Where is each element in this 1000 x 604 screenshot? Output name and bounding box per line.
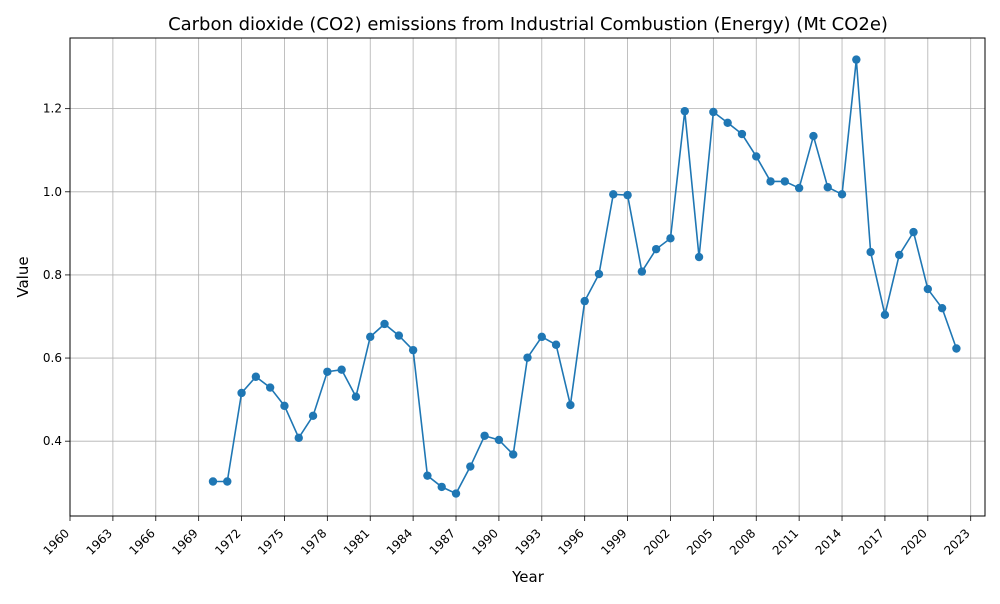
y-tick-label: 0.8 — [43, 268, 62, 282]
data-point — [265, 383, 275, 392]
data-point — [451, 489, 461, 498]
data-point — [509, 450, 518, 459]
x-tick-label: 1987 — [427, 526, 458, 557]
data-point — [637, 267, 647, 276]
data-point — [766, 177, 775, 186]
x-tick-label: 2023 — [941, 526, 972, 557]
data-point — [752, 152, 761, 161]
x-tick-label: 2017 — [856, 526, 887, 557]
data-point — [237, 388, 246, 398]
x-tick-label: 1966 — [126, 526, 157, 557]
data-point — [680, 106, 689, 116]
data-point — [709, 107, 718, 117]
data-point — [494, 435, 504, 445]
data-point — [566, 400, 575, 410]
x-tick-label: 2008 — [727, 526, 758, 557]
data-point — [780, 177, 790, 186]
x-tick-label: 2011 — [770, 526, 801, 557]
data-point — [794, 183, 804, 193]
data-point — [308, 411, 318, 421]
chart-title: Carbon dioxide (CO2) emissions from Indu… — [168, 14, 888, 35]
data-point — [351, 392, 361, 401]
data-point — [323, 367, 332, 376]
data-series — [208, 55, 961, 498]
x-tick-label: 1981 — [341, 526, 372, 557]
x-tick-label: 1975 — [255, 526, 286, 557]
data-point — [394, 331, 404, 340]
x-tick-label: 2002 — [641, 526, 672, 557]
x-tick-label: 1984 — [384, 526, 415, 557]
data-point — [208, 477, 218, 486]
data-point — [337, 365, 346, 374]
y-axis-label: Value — [14, 256, 32, 297]
data-point — [609, 190, 618, 199]
data-point — [408, 345, 418, 355]
x-tick-label: 2020 — [898, 526, 929, 557]
data-point — [866, 247, 875, 257]
x-tick-label: 1960 — [41, 526, 72, 557]
data-point — [537, 332, 546, 342]
data-point — [551, 340, 561, 349]
data-point — [895, 250, 904, 260]
data-point — [594, 269, 604, 279]
data-point — [423, 471, 432, 480]
x-tick-label: 1972 — [212, 526, 243, 557]
data-point — [294, 433, 303, 443]
grid-lines — [69, 38, 985, 516]
data-point — [666, 234, 675, 243]
data-point — [837, 190, 847, 199]
data-point — [923, 284, 933, 294]
data-point — [466, 462, 475, 471]
data-point — [523, 353, 532, 362]
data-point — [251, 372, 261, 381]
data-point — [437, 482, 446, 492]
y-tick-label: 0.4 — [43, 434, 62, 448]
data-point — [909, 227, 918, 237]
x-tick-label: 1993 — [512, 526, 543, 557]
data-point — [223, 477, 232, 486]
x-tick-label: 1963 — [84, 526, 115, 557]
x-tick-label: 1969 — [169, 526, 200, 557]
x-tick-label: 1990 — [470, 526, 501, 557]
data-point — [723, 118, 732, 127]
data-point — [809, 131, 818, 141]
data-point — [580, 296, 589, 306]
y-tick-label: 1.2 — [43, 102, 62, 116]
data-point — [737, 129, 747, 139]
data-point — [280, 401, 289, 411]
data-point — [937, 303, 947, 313]
data-point — [880, 310, 890, 320]
x-tick-label: 2005 — [684, 526, 715, 557]
x-tick-label: 1999 — [598, 526, 629, 557]
data-point — [694, 252, 704, 262]
data-point — [651, 244, 661, 254]
y-tick-label: 1.0 — [43, 185, 62, 199]
data-point — [380, 319, 389, 329]
data-point — [480, 431, 489, 440]
data-point — [952, 344, 961, 353]
data-point — [852, 55, 861, 64]
x-tick-label: 1978 — [298, 526, 329, 557]
data-point — [366, 332, 375, 342]
x-tick-label: 1996 — [555, 526, 586, 557]
x-axis-label: Year — [511, 568, 545, 586]
x-tick-label: 2014 — [813, 526, 844, 557]
axes: 1960 1963 1966 1969 1972 1975 1978 1981 1984 1987… — [41, 37, 986, 558]
data-point — [823, 183, 832, 192]
plot-frame — [69, 37, 986, 517]
y-tick-label: 0.6 — [43, 351, 62, 365]
data-point — [623, 190, 632, 200]
